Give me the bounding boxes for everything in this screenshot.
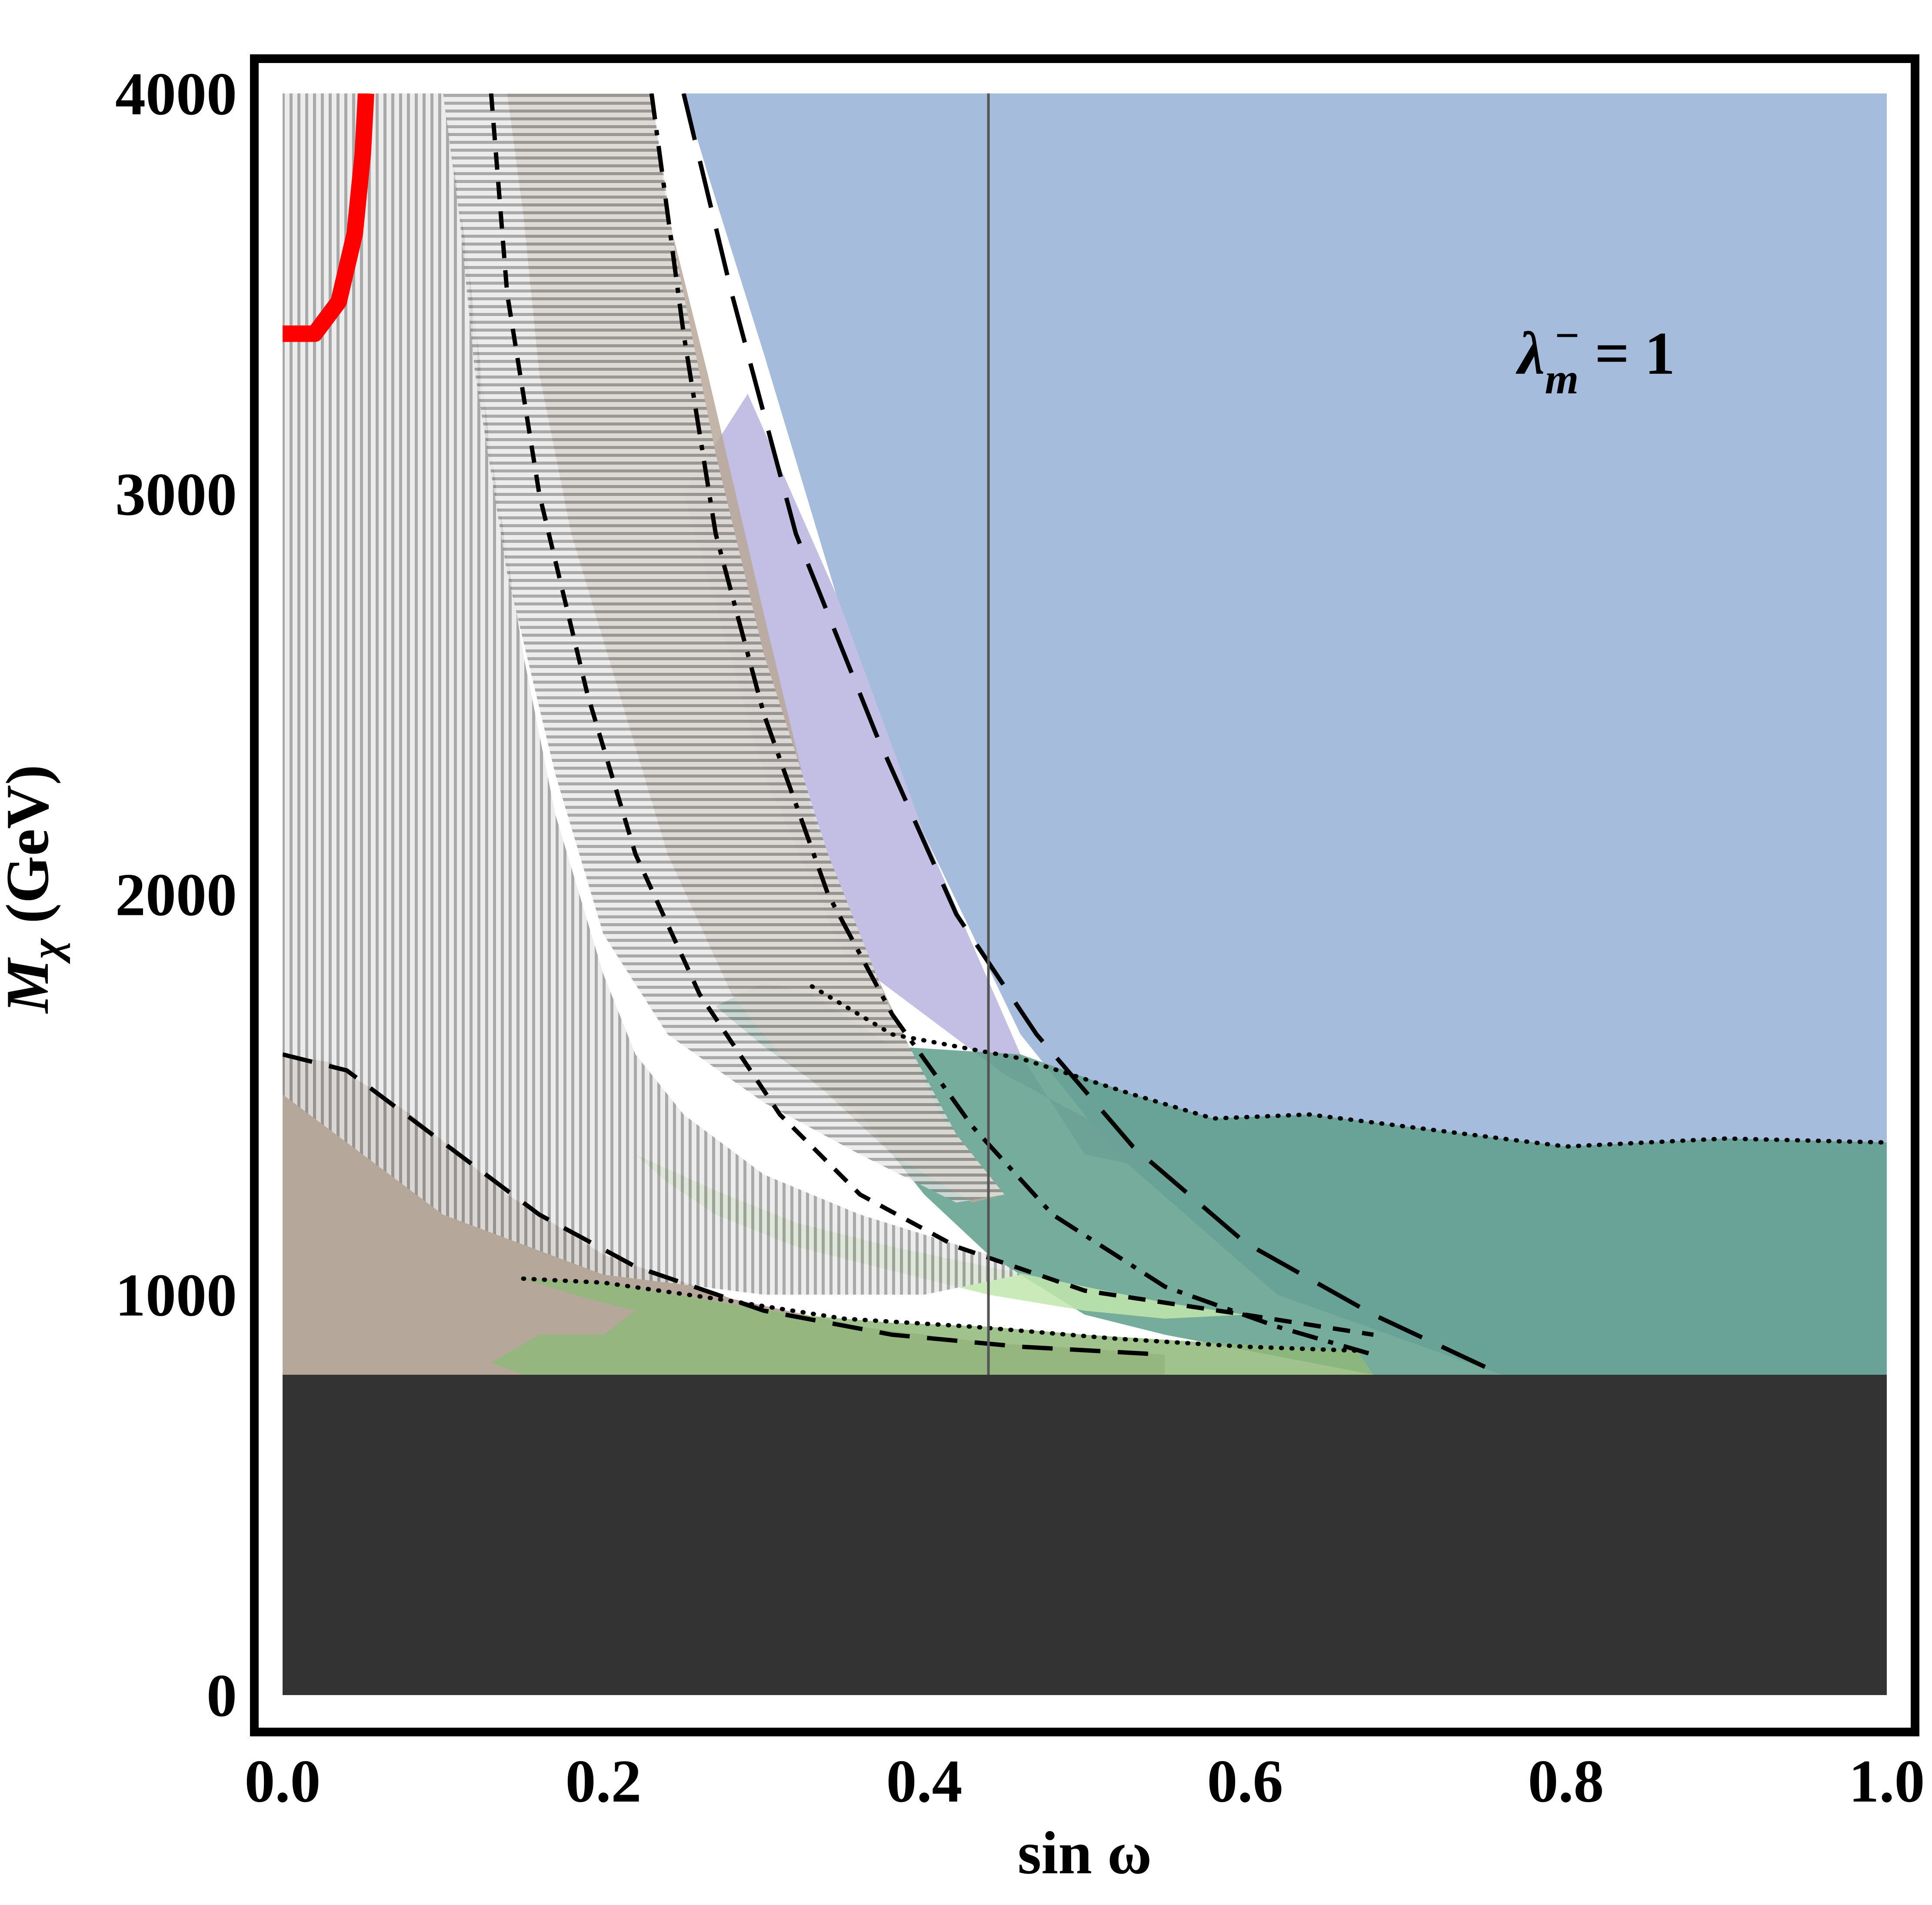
region-brown-low (283, 1054, 1165, 1375)
y-tick-label: 4000 (115, 60, 237, 128)
x-tick-label: 0.0 (245, 1748, 321, 1815)
x-tick-label: 0.2 (566, 1748, 642, 1815)
regions-layer (283, 93, 1887, 1695)
y-tick-label: 1000 (115, 1262, 237, 1329)
region-green-low (491, 1278, 1374, 1375)
dash-long (681, 93, 1503, 1377)
x-tick-label: 1.0 (1849, 1748, 1925, 1815)
red-boundary (283, 93, 374, 342)
region-purple (683, 393, 1181, 1175)
dash-dot (649, 93, 1374, 1357)
y-tick-label: 0 (207, 1662, 237, 1729)
region-blue (651, 93, 1887, 1375)
curves-layer (283, 93, 1887, 1377)
dotted-teal-boundary (809, 984, 1887, 1149)
plot-frame (250, 54, 1919, 1736)
lambda-annotation: λm− = 1 (1516, 311, 1675, 403)
y-tick-label: 2000 (115, 861, 237, 929)
hatch-vertical (283, 93, 1021, 1295)
hatch-layer (283, 93, 1021, 1295)
x-tick-label: 0.6 (1207, 1748, 1283, 1815)
excluded-low-mass (283, 1375, 1887, 1695)
x-axis-label: sin ω (1018, 1819, 1152, 1887)
region-teal (716, 982, 1887, 1375)
y-tick-label: 3000 (115, 461, 237, 528)
y-axis-label: Mχ (GeV) (0, 765, 70, 1014)
y-axis-ticks: 0 1000 2000 3000 4000 (115, 60, 237, 1729)
x-axis-ticks: 0.0 0.2 0.4 0.6 0.8 1.0 (245, 1748, 1925, 1815)
hatch-horizontal (443, 93, 1005, 1203)
dash-medium (283, 1052, 1165, 1357)
dotted-green-boundary (521, 1276, 1360, 1353)
x-tick-label: 0.4 (886, 1748, 963, 1815)
x-tick-label: 0.8 (1528, 1748, 1604, 1815)
dash-short (489, 93, 1374, 1337)
